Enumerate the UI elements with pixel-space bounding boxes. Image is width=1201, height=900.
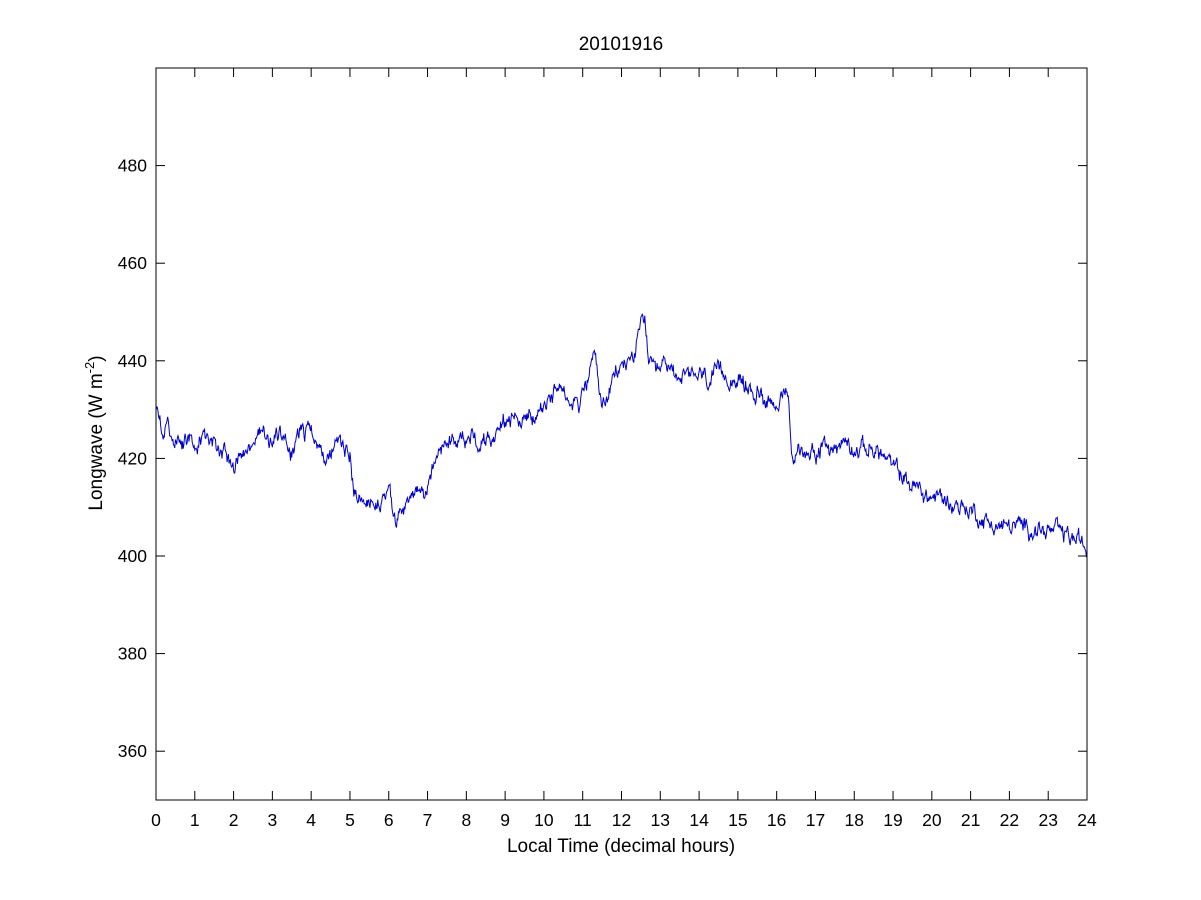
x-tick-label: 11	[574, 810, 592, 830]
x-tick-label: 7	[423, 810, 433, 830]
x-tick-label: 4	[306, 810, 316, 830]
x-tick-label: 2	[229, 810, 239, 830]
x-tick-label: 5	[345, 810, 355, 830]
x-tick-label: 13	[651, 810, 670, 830]
axes: 0 1 2 3 4 5 6 7 8 9 10 11 12 13 14 15 16 17 18 19 20 21 22 23 24…	[118, 67, 1097, 830]
y-tick-label: 480	[118, 156, 147, 176]
chart-title: 20101916	[579, 34, 664, 55]
y-tick-label: 420	[118, 448, 147, 468]
x-tick-label: 23	[1038, 810, 1057, 830]
x-tick-label: 14	[689, 810, 709, 830]
x-tick-label: 12	[612, 810, 631, 830]
x-tick-label: 20	[922, 810, 942, 830]
y-tick-label: 380	[118, 644, 147, 664]
x-tick-label: 19	[883, 810, 902, 830]
y-tick-label: 360	[118, 741, 147, 761]
x-tick-label: 1	[190, 810, 200, 830]
x-tick-label: 18	[845, 810, 864, 830]
y-axis-title: Longwave (W m-2)	[82, 355, 107, 510]
x-tick-label: 22	[1000, 810, 1019, 830]
x-tick-label: 17	[806, 810, 825, 830]
x-tick-label: 10	[534, 810, 554, 830]
x-tick-label: 15	[728, 810, 747, 830]
x-tick-label: 9	[500, 810, 510, 830]
y-tick-label: 440	[118, 351, 147, 371]
x-tick-label: 24	[1077, 810, 1097, 830]
plot-area	[156, 313, 1087, 558]
series-line	[156, 313, 1087, 558]
y-tick-label: 460	[118, 253, 147, 273]
x-tick-label: 3	[268, 810, 278, 830]
x-tick-label: 6	[384, 810, 394, 830]
y-axis-title-close: )	[86, 355, 107, 361]
x-tick-label: 21	[961, 810, 980, 830]
y-tick-label: 400	[118, 546, 147, 566]
y-axis-title-main: Longwave (W m	[86, 373, 107, 510]
x-tick-label: 0	[151, 810, 161, 830]
x-axis-title: Local Time (decimal hours)	[507, 836, 735, 857]
x-tick-label: 8	[461, 810, 471, 830]
x-tick-label: 16	[767, 810, 786, 830]
y-axis-title-superscript: -2	[82, 362, 97, 374]
